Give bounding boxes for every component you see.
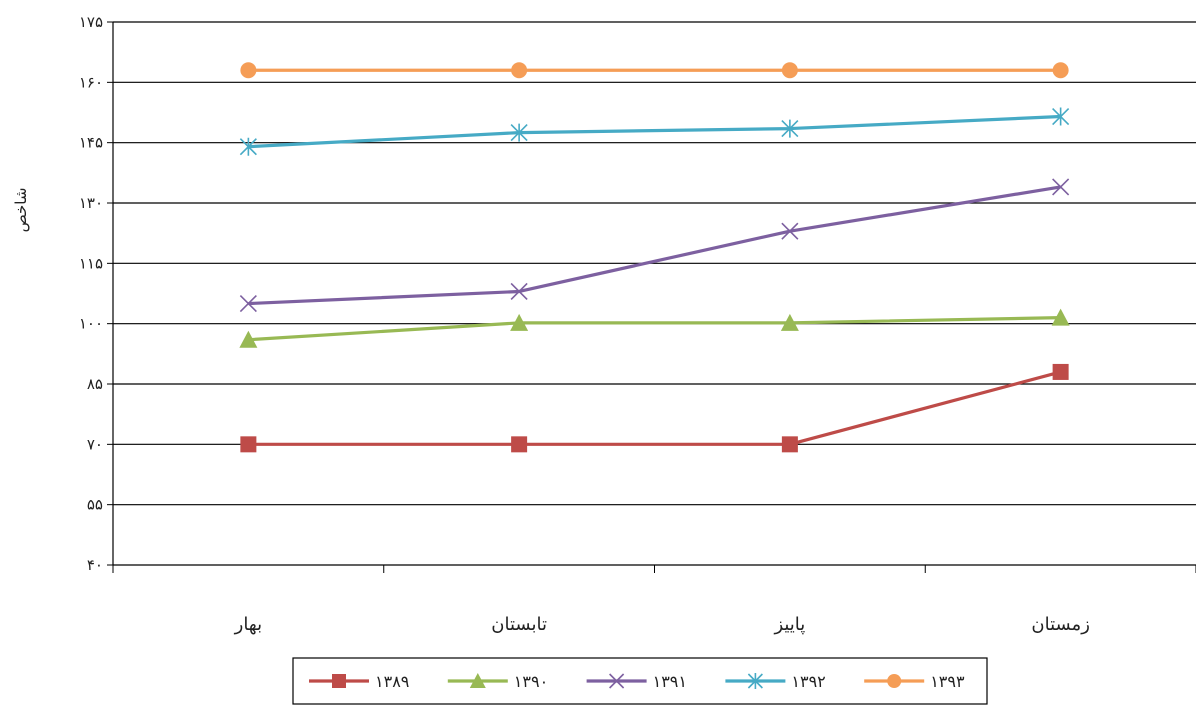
series-line	[248, 114, 1061, 149]
data-point	[1052, 107, 1070, 126]
y-tick-label: ۱۰۰	[79, 315, 103, 333]
y-axis-title: شاخص	[12, 188, 30, 233]
data-point	[240, 436, 257, 453]
data-point	[887, 674, 902, 688]
x-category-label: پاییز	[773, 614, 805, 635]
series-line	[248, 370, 1062, 446]
data-point	[239, 294, 257, 313]
series	[239, 308, 1070, 348]
y-tick-label: ۱۴۵	[79, 134, 103, 152]
y-tick-label: ۸۵	[87, 375, 103, 393]
y-tick-label: ۷۰	[87, 435, 103, 453]
series	[240, 363, 1069, 453]
data-point	[781, 62, 798, 79]
data-point	[781, 436, 798, 453]
data-point	[240, 62, 257, 79]
data-point	[510, 282, 528, 301]
data-point	[781, 222, 799, 240]
series	[239, 178, 1070, 313]
data-point	[747, 673, 763, 689]
legend-label: ۱۳۹۰	[514, 672, 548, 691]
series	[240, 62, 1069, 79]
data-point	[469, 673, 486, 688]
legend-item: ۱۳۹۳	[864, 672, 965, 691]
y-tick-label: ۴۰	[87, 556, 103, 574]
x-category-label: بهار	[234, 614, 262, 635]
y-axis: ۴۰ ۵۵ ۷۰ ۸۵ ۱۰۰ ۱۱۵ ۱۳۰ ۱۴۵ ۱۶۰ ۱۷۵	[79, 13, 114, 574]
legend-item: ۱۳۹۰	[447, 672, 548, 691]
gridlines	[113, 21, 1196, 506]
legend-item: ۱۳۸۹	[309, 672, 409, 691]
legend-label: ۱۳۹۳	[930, 672, 965, 691]
data-point	[510, 123, 528, 142]
series-line	[248, 316, 1061, 342]
x-axis: بهار تابستان پاییز زمستان	[112, 564, 1196, 635]
y-tick-label: ۱۶۰	[79, 73, 103, 91]
data-point	[780, 313, 799, 331]
y-tick-label: ۱۱۵	[79, 254, 103, 272]
data-point	[1051, 308, 1070, 326]
legend: ۱۳۸۹ ۱۳۹۰ ۱۳۹۱ ۱۳۹۲ ۱۳۹۳	[292, 657, 988, 705]
data-point	[781, 119, 799, 138]
data-point	[1052, 363, 1069, 380]
data-point	[332, 674, 346, 688]
series-group	[239, 62, 1070, 453]
data-point	[511, 62, 528, 79]
y-tick-label: ۱۷۵	[79, 13, 103, 31]
data-point	[239, 330, 258, 348]
data-point	[1052, 62, 1069, 79]
data-point	[239, 137, 257, 156]
series-line	[248, 185, 1061, 306]
data-point	[510, 313, 529, 331]
data-point	[609, 673, 625, 689]
legend-item: ۱۳۹۱	[586, 672, 687, 691]
data-point	[511, 436, 528, 453]
x-category-label: زمستان	[1031, 614, 1090, 635]
legend-item: ۱۳۹۲	[725, 672, 826, 691]
series	[239, 107, 1070, 156]
x-category-label: تابستان	[491, 614, 547, 635]
legend-label: ۱۳۹۱	[653, 672, 687, 691]
y-tick-label: ۱۳۰	[79, 194, 103, 212]
y-tick-label: ۵۵	[87, 496, 103, 514]
legend-label: ۱۳۸۹	[375, 672, 409, 691]
legend-label: ۱۳۹۲	[791, 672, 825, 691]
data-point	[1052, 178, 1070, 196]
